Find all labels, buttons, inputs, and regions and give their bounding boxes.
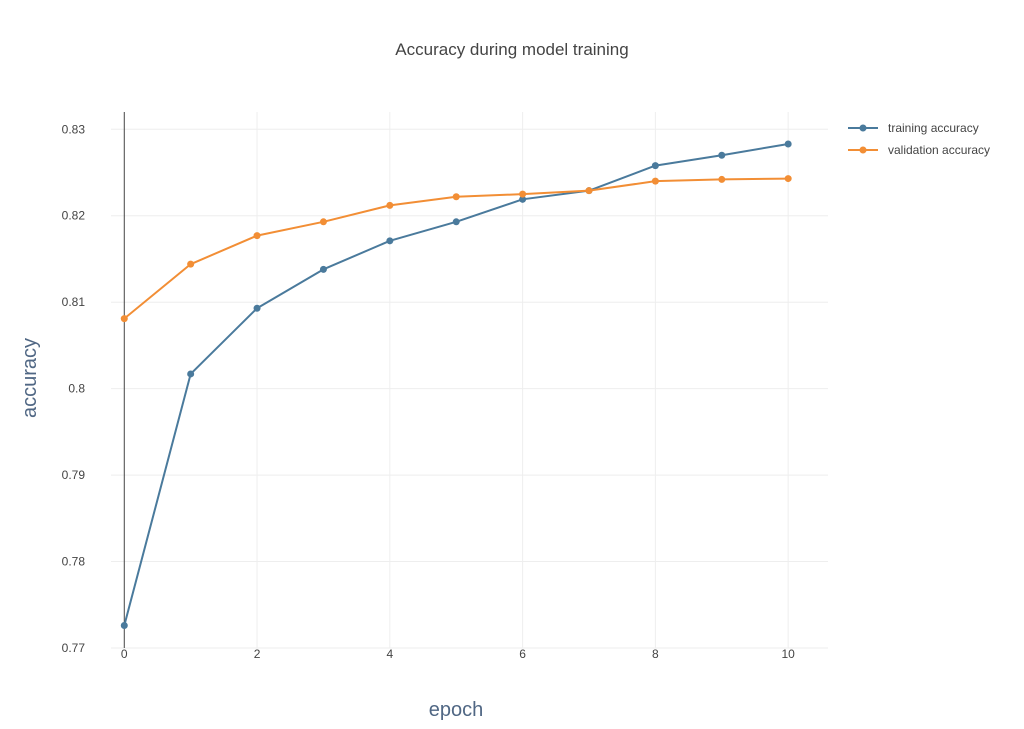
series-validation-accuracy [120,175,792,323]
legend-item[interactable]: validation accuracy [848,143,990,157]
legend-swatch-marker [859,124,867,132]
legend-label: validation accuracy [888,143,990,157]
x-tick-label: 2 [254,647,261,661]
y-tick-label: 0.77 [62,641,86,655]
y-tick-label: 0.8 [68,382,85,396]
legend-item[interactable]: training accuracy [848,121,979,135]
data-point [651,177,659,185]
x-axis-title: epoch [429,699,484,721]
y-tick-label: 0.82 [62,209,86,223]
data-point [784,175,792,183]
data-point [519,195,527,203]
data-point [585,187,593,195]
data-point [718,151,726,159]
data-point [784,140,792,148]
x-tick-label: 10 [781,647,795,661]
data-point [386,237,394,245]
x-tick-label: 6 [519,647,526,661]
data-point [253,232,261,240]
x-tick-label: 8 [652,647,659,661]
data-point [319,265,327,273]
plot-area [120,140,792,630]
y-axis-ticks: 0.77 0.78 0.79 0.8 0.81 0.82 0.83 [62,122,86,655]
x-tick-label: 4 [386,647,393,661]
data-point [386,201,394,209]
y-tick-label: 0.78 [62,555,86,569]
x-tick-label: 0 [121,647,128,661]
x-axis-ticks: 0 2 4 6 8 10 [121,647,795,661]
y-axis-title: accuracy [19,338,41,418]
grid [111,112,828,649]
data-point [253,304,261,312]
data-point [452,193,460,201]
chart-title: Accuracy during model training [395,40,628,59]
data-point [319,218,327,226]
data-point [718,175,726,183]
y-tick-label: 0.83 [62,122,86,136]
y-tick-label: 0.81 [62,295,86,309]
legend-label: training accuracy [888,121,979,135]
data-point [651,162,659,170]
data-point [187,260,195,268]
y-tick-label: 0.79 [62,468,86,482]
data-point [120,622,128,630]
legend-swatch-marker [859,146,867,154]
data-point [120,315,128,323]
data-point [519,190,527,198]
data-point [187,370,195,378]
data-point [452,218,460,226]
legend: training accuracy validation accuracy [848,121,990,157]
series-training-accuracy [120,140,792,630]
